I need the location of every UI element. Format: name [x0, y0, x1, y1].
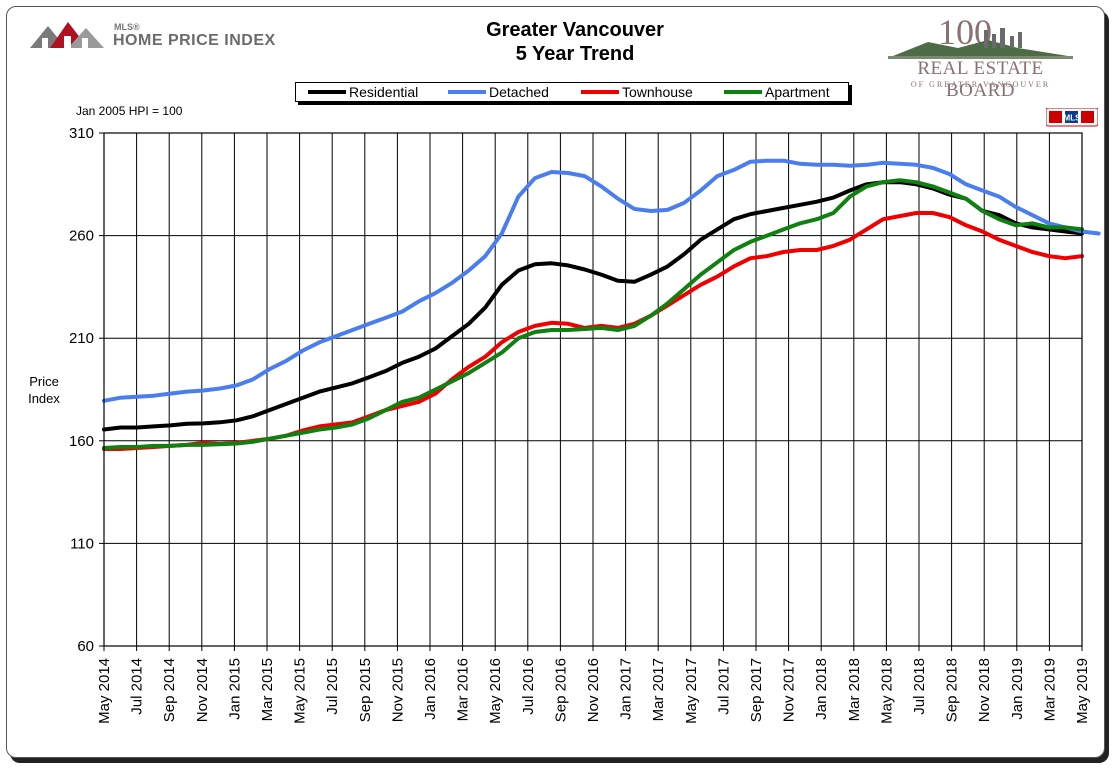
mls-small-label: MLS® [114, 22, 140, 32]
x-tick-label: Sep 2018 [944, 658, 961, 722]
x-tick-label: Jan 2018 [813, 658, 830, 720]
x-tick-label: Sep 2014 [161, 658, 178, 722]
svg-text:MLS: MLS [1064, 114, 1082, 123]
legend-label-residential: Residential [349, 84, 419, 100]
chart-legend: Residential Detached Townhouse Apartment [295, 82, 849, 102]
x-tick-label: Mar 2016 [455, 658, 472, 721]
real-estate-board-logo: 100 REAL ESTATE BOARD OF GREATER VANCOUV… [888, 12, 1073, 101]
x-tick-label: Jan 2016 [422, 658, 439, 720]
x-tick-label: Sep 2017 [748, 658, 765, 722]
chart-subtitle: 5 Year Trend [515, 43, 635, 65]
x-tick-label: Mar 2017 [650, 658, 667, 721]
legend-swatch-residential [308, 90, 346, 95]
legend-item-townhouse: Townhouse [581, 83, 693, 101]
legend-swatch-apartment [724, 90, 762, 95]
legend-swatch-detached [448, 90, 486, 95]
y-tick-label: 60 [77, 638, 94, 655]
y-tick-label: 310 [69, 125, 94, 142]
reb-name: REAL ESTATE BOARD [917, 58, 1044, 101]
series-layer [102, 158, 1101, 451]
hpi-baseline-note: Jan 2005 HPI = 100 [76, 104, 183, 118]
skyline-icon: 100 [888, 12, 1073, 59]
y-tick-label: 210 [69, 330, 94, 347]
x-tick-label: Jan 2019 [1009, 658, 1026, 720]
legend-item-residential: Residential [308, 83, 418, 101]
x-tick-label: May 2018 [878, 658, 895, 724]
chart-title: Greater Vancouver [486, 19, 664, 41]
x-tick-label: Sep 2016 [552, 658, 569, 722]
x-tick-label: Mar 2015 [259, 658, 276, 721]
y-tick-label: 110 [70, 535, 94, 552]
reb-subname: OF GREATER VANCOUVER [910, 80, 1051, 89]
mls-badge-icon: MLS [1046, 108, 1098, 127]
x-tick-label: Jul 2015 [324, 658, 341, 715]
house-logo-icon [30, 22, 104, 48]
legend-label-apartment: Apartment [765, 84, 830, 100]
x-tick-label: Jan 2015 [226, 658, 243, 720]
mls-hpi-label: HOME PRICE INDEX [113, 32, 276, 49]
x-tick-label: Mar 2018 [846, 658, 863, 721]
x-tick-label: Nov 2017 [781, 658, 798, 722]
grid-layer [103, 132, 1083, 647]
x-tick-label: Jul 2017 [715, 658, 732, 715]
plot-area-border [103, 132, 1083, 647]
x-tick-label: Nov 2016 [585, 658, 602, 722]
chart-frame [6, 6, 1105, 758]
x-tick-label: Nov 2018 [976, 658, 993, 722]
axis-layer: 60 110 160 210 260 310 May 2014 Jul 2014 Sep 201… [69, 125, 1091, 724]
x-tick-label: Jul 2018 [911, 658, 928, 715]
x-tick-label: Nov 2015 [389, 658, 406, 722]
legend-swatch-townhouse [581, 90, 619, 95]
x-tick-label: Sep 2015 [357, 658, 374, 722]
legend-item-apartment: Apartment [724, 83, 830, 101]
y-tick-label: 260 [69, 228, 94, 245]
legend-label-townhouse: Townhouse [622, 84, 693, 100]
x-tick-label: May 2015 [292, 658, 309, 724]
x-tick-label: May 2016 [487, 658, 504, 724]
legend-label-detached: Detached [489, 84, 549, 100]
y-axis-label-line1: Price [29, 374, 59, 389]
legend-item-detached: Detached [448, 83, 549, 101]
x-tick-label: Jan 2017 [618, 658, 635, 720]
y-tick-label: 160 [69, 433, 94, 450]
series-line-residential [102, 180, 1084, 432]
mls-hpi-logo: MLS® HOME PRICE INDEX [28, 18, 308, 54]
x-tick-label: Mar 2019 [1041, 658, 1058, 721]
x-tick-label: Nov 2014 [194, 658, 211, 722]
x-tick-label: Jul 2014 [129, 658, 146, 715]
x-tick-label: Jul 2016 [520, 658, 537, 715]
x-tick-label: May 2019 [1074, 658, 1091, 724]
y-axis-label-line2: Index [28, 391, 60, 406]
series-line-detached [102, 158, 1101, 403]
series-line-apartment [102, 178, 1084, 450]
x-tick-label: May 2014 [96, 658, 113, 724]
x-tick-label: May 2017 [683, 658, 700, 724]
